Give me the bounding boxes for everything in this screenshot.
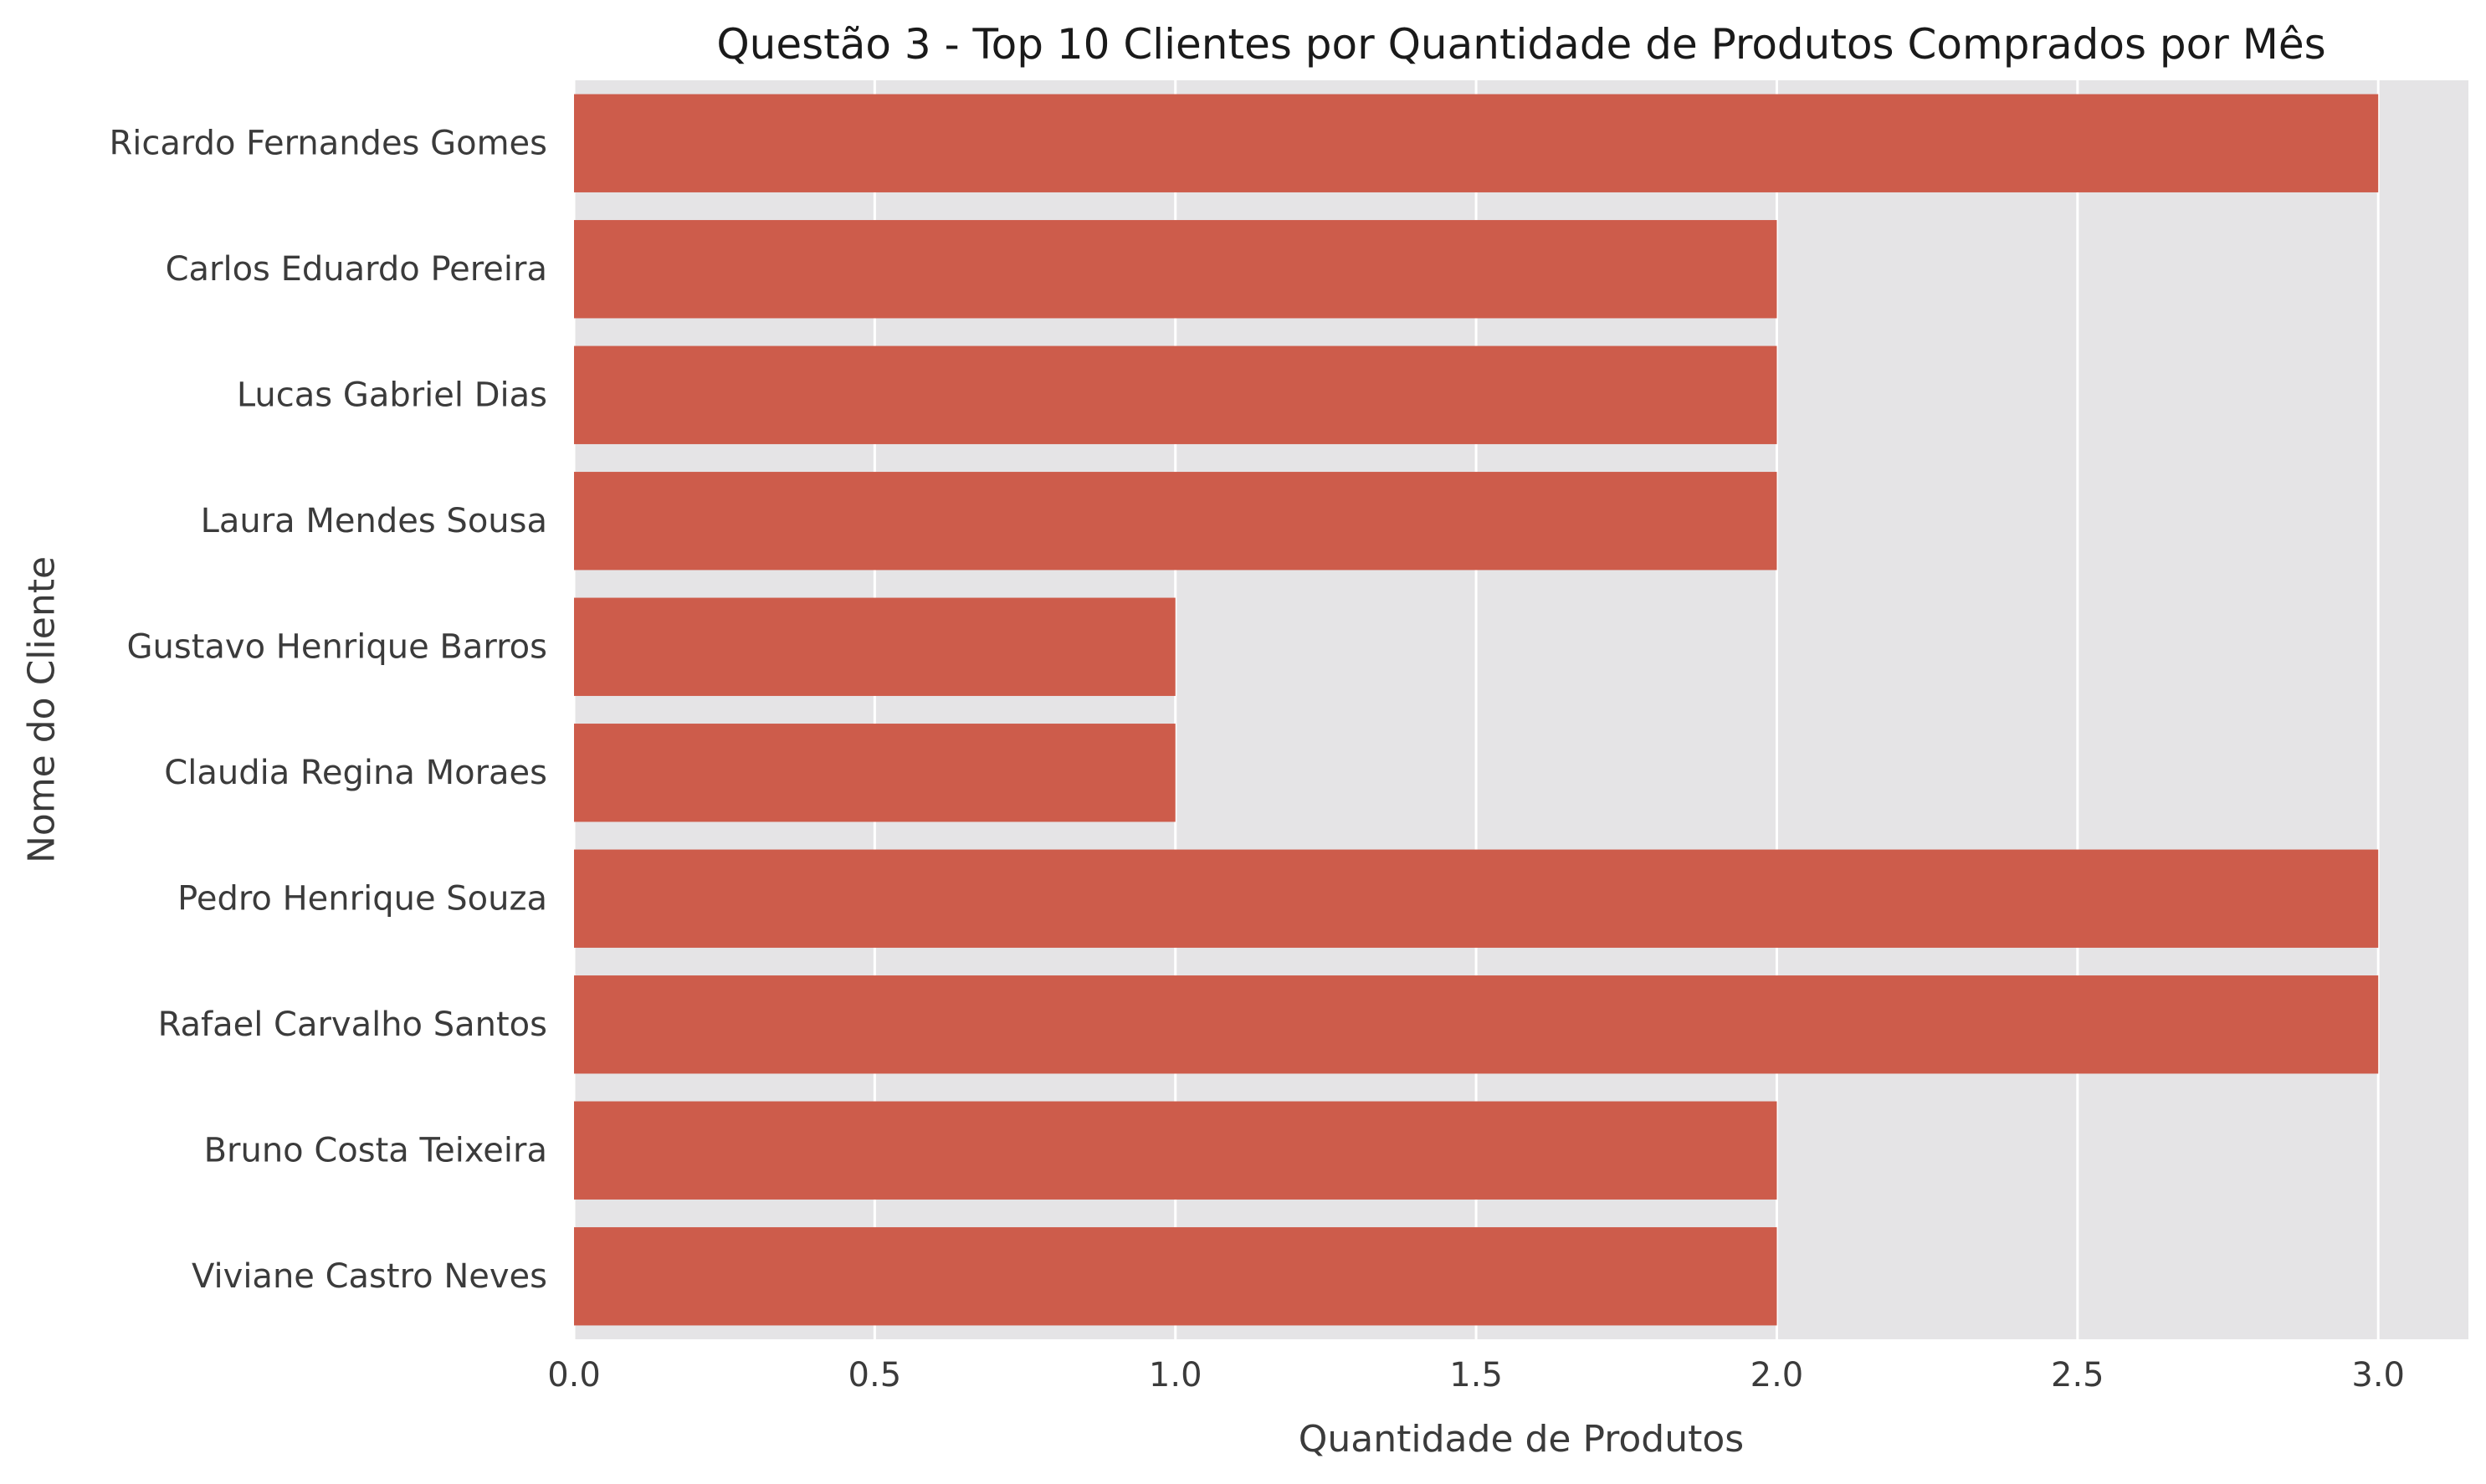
- x-tick-label: 2.0: [1750, 1356, 1804, 1394]
- y-tick-label: Bruno Costa Teixeira: [204, 1131, 547, 1169]
- y-axis-label: Nome do Cliente: [21, 556, 64, 863]
- y-tick-label: Claudia Regina Moraes: [164, 754, 547, 792]
- chart-title: Questão 3 - Top 10 Clientes por Quantida…: [716, 20, 2325, 69]
- x-tick-label: 1.0: [1149, 1356, 1202, 1394]
- y-tick-label: Carlos Eduardo Pereira: [166, 250, 547, 289]
- bar: [574, 94, 2379, 192]
- x-tick-label: 3.0: [2351, 1356, 2405, 1394]
- x-axis-label: Quantidade de Produtos: [1299, 1418, 1744, 1461]
- bar: [574, 849, 2379, 948]
- bars: [574, 94, 2379, 1326]
- bar: [574, 220, 1777, 319]
- bar: [574, 597, 1176, 696]
- bar: [574, 345, 1777, 444]
- x-tick-label: 0.0: [547, 1356, 601, 1394]
- bar: [574, 724, 1176, 822]
- y-tick-label: Laura Mendes Sousa: [201, 502, 547, 540]
- x-tick-labels: 0.0 0.5 1.0 1.5 2.0 2.5 3.0: [547, 1356, 2405, 1394]
- y-tick-labels: Ricardo Fernandes Gomes Carlos Eduardo Pe…: [109, 124, 547, 1296]
- y-tick-label: Viviane Castro Neves: [192, 1257, 547, 1296]
- y-tick-label: Lucas Gabriel Dias: [237, 376, 547, 414]
- y-tick-label: Pedro Henrique Souza: [177, 879, 547, 918]
- x-tick-label: 1.5: [1449, 1356, 1503, 1394]
- y-tick-label: Ricardo Fernandes Gomes: [109, 124, 547, 162]
- x-tick-label: 0.5: [848, 1356, 902, 1394]
- bar: [574, 1101, 1777, 1200]
- bar: [574, 975, 2379, 1074]
- bar: [574, 472, 1777, 571]
- y-tick-label: Rafael Carvalho Santos: [158, 1006, 547, 1044]
- bar: [574, 1227, 1777, 1326]
- y-tick-label: Gustavo Henrique Barros: [127, 627, 547, 666]
- x-tick-label: 2.5: [2051, 1356, 2104, 1394]
